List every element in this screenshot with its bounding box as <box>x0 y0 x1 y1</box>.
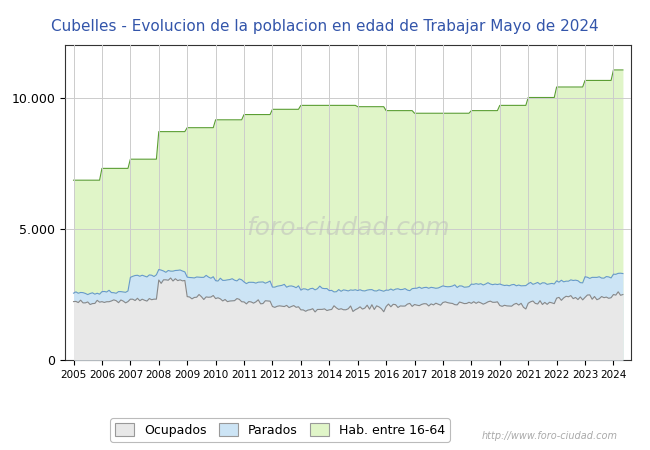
Text: http://www.foro-ciudad.com: http://www.foro-ciudad.com <box>482 431 618 441</box>
Legend: Ocupados, Parados, Hab. entre 16-64: Ocupados, Parados, Hab. entre 16-64 <box>110 418 450 442</box>
Text: Cubelles - Evolucion de la poblacion en edad de Trabajar Mayo de 2024: Cubelles - Evolucion de la poblacion en … <box>51 19 599 35</box>
Text: foro-ciudad.com: foro-ciudad.com <box>246 216 450 240</box>
